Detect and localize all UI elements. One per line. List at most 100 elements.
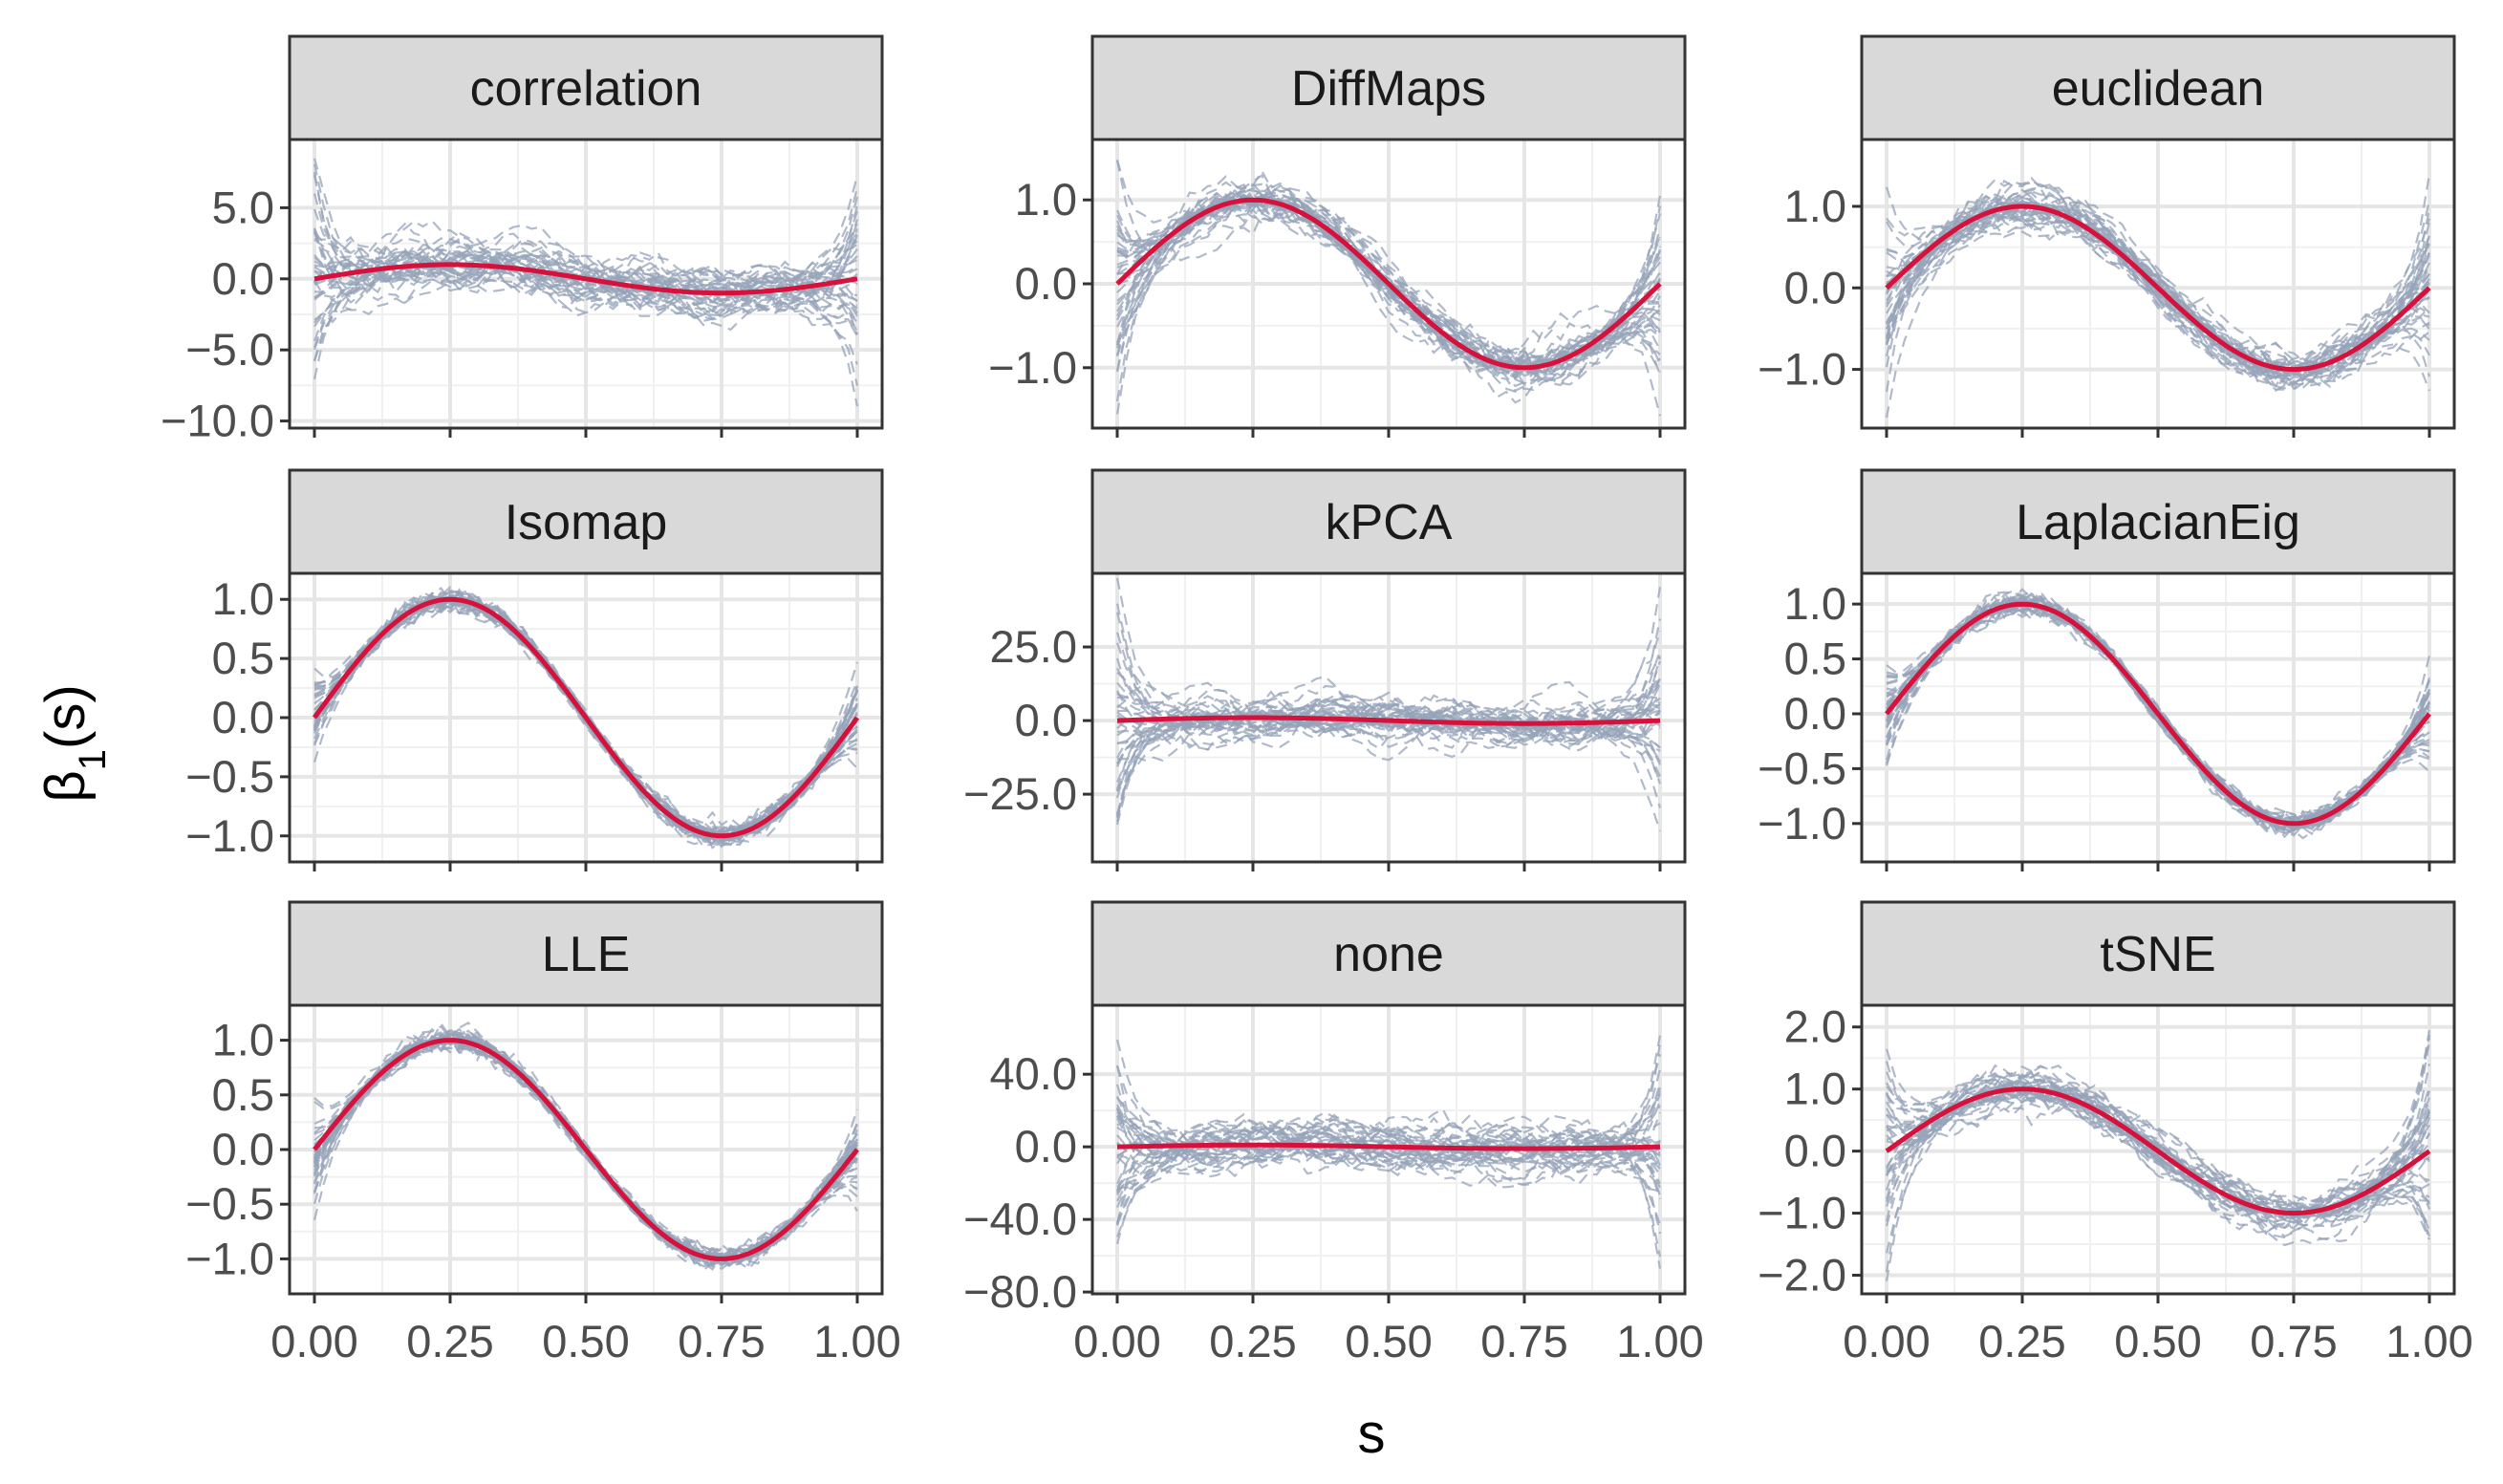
estimate-curve xyxy=(313,1032,859,1263)
estimate-curve xyxy=(313,230,859,317)
estimate-curve xyxy=(313,232,858,362)
estimate-curve xyxy=(1116,191,1661,379)
true-beta-curve xyxy=(1116,715,1661,726)
true-beta-curve xyxy=(1885,601,2431,827)
y-tick-label: 1.0 xyxy=(212,1015,274,1065)
x-tick-label: 0.75 xyxy=(1480,1316,1567,1366)
estimate-curve xyxy=(1115,1115,1661,1225)
true-beta-curve xyxy=(1116,1142,1661,1151)
estimate-curve xyxy=(1115,1107,1661,1168)
grid-lines xyxy=(1862,573,2454,862)
strip-title: correlation xyxy=(470,61,702,117)
estimate-curve xyxy=(313,247,858,314)
strip-background xyxy=(288,900,884,1007)
estimate-curves xyxy=(1885,588,2431,840)
x-tick-label: 0.00 xyxy=(1843,1316,1930,1366)
estimate-curve xyxy=(313,1029,858,1265)
y-axis: −10.0 −5.0 0.0 5.0 xyxy=(161,182,290,446)
strip-title: tSNE xyxy=(2100,927,2215,982)
y-axis-title-symbol: β xyxy=(34,770,97,802)
y-tick-label: 1.0 xyxy=(1015,174,1077,225)
estimate-curve xyxy=(1116,1083,1662,1194)
estimate-curve xyxy=(1886,1095,2430,1222)
x-axis xyxy=(313,428,859,438)
y-axis: −1.0−0.50.00.51.0 xyxy=(185,1015,290,1283)
strip-background xyxy=(1090,34,1687,141)
estimate-curve xyxy=(1886,1071,2430,1220)
strip-title: Isomap xyxy=(505,495,668,550)
y-tick-label: −0.5 xyxy=(185,1178,274,1229)
estimate-curve xyxy=(1885,205,2431,392)
y-tick-label: −1.0 xyxy=(185,810,274,861)
strip-title: euclidean xyxy=(2052,61,2265,117)
y-tick-label: −25.0 xyxy=(963,768,1077,819)
estimate-curve xyxy=(313,227,859,305)
estimate-curve xyxy=(1886,1073,2431,1221)
x-tick-label: 0.00 xyxy=(270,1316,357,1366)
y-tick-label: 0.5 xyxy=(1784,634,1846,684)
estimate-curve xyxy=(1886,211,2430,380)
estimate-curve xyxy=(1115,175,1661,402)
estimate-curve xyxy=(313,1027,858,1259)
y-tick-label: −0.5 xyxy=(1758,742,1846,793)
estimate-curve xyxy=(313,224,858,319)
panel-tsne: tSNE −2.0 −1.0 0.0 1.0 2.0 0.00 0.25 0.50 0.75 1.0… xyxy=(1758,900,2473,1366)
x-tick-label: 0.50 xyxy=(542,1316,629,1366)
x-axis: 0.00 0.25 0.50 0.75 1.00 xyxy=(1073,1294,1704,1366)
estimate-curve xyxy=(313,591,859,843)
y-tick-label: 1.0 xyxy=(1784,181,1846,231)
x-axis: 0.00 0.25 0.50 0.75 1.00 xyxy=(1843,1294,2473,1366)
estimate-curve xyxy=(1116,187,1662,387)
y-tick-label: −1.0 xyxy=(988,342,1077,393)
estimate-curve xyxy=(313,591,859,842)
estimate-curve xyxy=(1115,632,1661,738)
estimate-curve xyxy=(1115,612,1661,740)
strip-title: none xyxy=(1333,927,1444,982)
true-beta-curve xyxy=(312,596,860,839)
x-tick-label: 0.00 xyxy=(1073,1316,1160,1366)
x-axis xyxy=(313,862,859,871)
panel-kpca: kPCA −25.0 0.0 25.0 xyxy=(963,468,1687,871)
estimate-curve xyxy=(1885,186,2430,389)
estimate-curve xyxy=(1116,1117,1661,1185)
estimate-curve xyxy=(1116,186,1661,386)
estimate-curve xyxy=(1886,176,2430,376)
y-axis: −25.0 0.0 25.0 xyxy=(963,621,1092,819)
true-beta-curve xyxy=(1115,197,1662,371)
estimate-curve xyxy=(1885,208,2430,370)
y-tick-label: 0.0 xyxy=(1784,1126,1846,1176)
x-tick-label: 1.00 xyxy=(813,1316,900,1366)
estimate-curve xyxy=(1116,1119,1661,1202)
grid-lines xyxy=(290,1005,882,1294)
x-tick-label: 0.25 xyxy=(406,1316,493,1366)
true-beta-curve xyxy=(1885,1086,2431,1216)
estimate-curve xyxy=(1885,1088,2431,1247)
strip-background xyxy=(1860,34,2456,141)
y-axis: −1.0 0.0 1.0 xyxy=(988,174,1092,393)
x-tick-label: 1.00 xyxy=(2385,1316,2472,1366)
estimate-curve xyxy=(1116,184,1661,378)
x-tick-label: 0.50 xyxy=(2114,1316,2201,1366)
estimate-curve xyxy=(1116,671,1661,762)
strip-background xyxy=(1090,900,1687,1007)
y-tick-label: −1.0 xyxy=(1758,798,1846,849)
panel-laplacianeig: LaplacianEig −1.0−0.50.00.51.0 xyxy=(1758,468,2456,871)
estimate-curve xyxy=(1116,1105,1661,1175)
estimate-curve xyxy=(1115,1043,1662,1172)
panel-diffmaps: DiffMaps −1.0 0.0 1.0 xyxy=(988,34,1687,438)
y-tick-label: 0.0 xyxy=(1784,688,1846,739)
y-tick-label: 1.0 xyxy=(1784,578,1846,629)
estimate-curve xyxy=(1115,1039,1662,1163)
estimate-curve xyxy=(1116,1112,1662,1192)
y-tick-label: 1.0 xyxy=(212,573,274,624)
x-axis: 0.00 0.25 0.50 0.75 1.00 xyxy=(270,1294,901,1366)
x-tick-label: 0.50 xyxy=(1345,1316,1432,1366)
grid-lines xyxy=(1862,1005,2454,1294)
strip-title: DiffMaps xyxy=(1291,61,1486,117)
y-axis: −2.0 −1.0 0.0 1.0 2.0 xyxy=(1758,1001,1862,1301)
y-tick-label: −2.0 xyxy=(1758,1250,1846,1301)
estimate-curve xyxy=(313,596,859,841)
y-tick-label: 5.0 xyxy=(212,182,274,232)
estimate-curve xyxy=(1116,194,1661,359)
estimate-curve xyxy=(1116,1114,1662,1269)
